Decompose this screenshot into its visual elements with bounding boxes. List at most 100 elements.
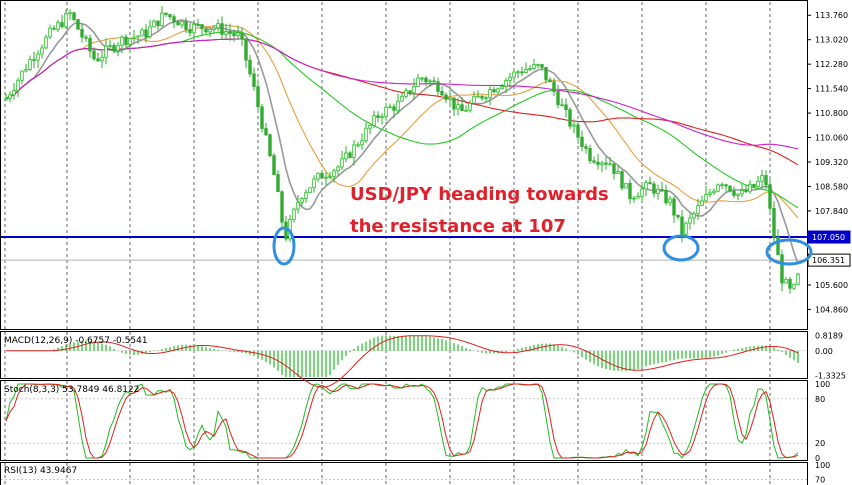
stoch-d-line xyxy=(5,383,799,459)
candle-body xyxy=(76,19,80,30)
rsi-panel-frame xyxy=(0,462,808,485)
candle-body xyxy=(412,86,416,94)
candle-body xyxy=(744,190,748,193)
candle-body xyxy=(408,90,412,94)
candle-body xyxy=(168,14,172,18)
candle-body xyxy=(528,68,532,70)
annotation-line-2: the resistance at 107 xyxy=(350,216,566,237)
macd-axis: 0.8189 0.00 -1.3325 xyxy=(815,332,846,381)
price-label-box xyxy=(807,230,851,244)
candle-body xyxy=(300,198,304,203)
candle-body xyxy=(732,190,736,196)
candle-body xyxy=(636,196,640,199)
candle-body xyxy=(748,183,752,193)
candle-body xyxy=(484,97,488,100)
candle-body xyxy=(100,56,104,62)
candle-body xyxy=(552,81,556,92)
candle-body xyxy=(52,27,56,30)
stoch-label: Stoch(8,3,3) 53.7849 46.8122 xyxy=(4,385,139,395)
candle-body xyxy=(516,71,520,74)
macd-tick-label: 0.00 xyxy=(815,347,833,356)
price-tick-label: 113.020 xyxy=(815,36,848,45)
candle-body xyxy=(440,91,444,96)
candle-body xyxy=(672,198,676,216)
candle-body xyxy=(476,95,480,98)
candle-body xyxy=(336,166,340,172)
candle-body xyxy=(556,91,560,106)
candle-body xyxy=(480,95,484,99)
candle-body xyxy=(700,200,704,207)
candle-body xyxy=(136,35,140,38)
candle-body xyxy=(96,58,100,62)
candle-body xyxy=(296,201,300,210)
candle-body xyxy=(304,192,308,199)
candle-body xyxy=(676,214,680,218)
candle-body xyxy=(132,36,136,39)
candle-body xyxy=(488,89,492,99)
macd-tick-label: -1.3325 xyxy=(815,372,846,381)
stoch-panel-frame xyxy=(0,380,808,461)
candle-body xyxy=(148,26,152,38)
candle-body xyxy=(420,77,424,80)
candle-body xyxy=(572,124,576,127)
candle-body xyxy=(600,162,604,165)
candle-body xyxy=(796,273,800,285)
candle-body xyxy=(532,64,536,69)
candle-body xyxy=(324,176,328,179)
candle-body xyxy=(144,29,148,38)
candle-body xyxy=(108,45,112,47)
candle-body xyxy=(616,171,620,174)
candle-body xyxy=(316,172,320,180)
candle-body xyxy=(712,190,716,194)
price-label-text: 106.351 xyxy=(812,256,845,265)
candles xyxy=(4,6,800,294)
candle-body xyxy=(792,283,796,289)
candle-body xyxy=(28,59,32,71)
macd-signal-line xyxy=(6,335,799,388)
support-touch-ellipse-2 xyxy=(662,234,700,262)
candle-body xyxy=(504,79,508,87)
support-touch-ellipse-3 xyxy=(765,238,813,266)
macd-tick-label: 0.8189 xyxy=(815,332,843,341)
candle-body xyxy=(332,170,336,177)
candle-body xyxy=(648,182,652,185)
candle-body xyxy=(228,31,232,34)
candle-body xyxy=(380,116,384,119)
candle-body xyxy=(512,71,516,78)
price-tick-label: 111.540 xyxy=(815,85,848,94)
candle-body xyxy=(652,183,656,194)
candle-body xyxy=(156,20,160,27)
stoch-tick-label: 100 xyxy=(815,380,830,389)
candle-body xyxy=(704,193,708,202)
candle-body xyxy=(152,20,156,28)
candle-body xyxy=(464,109,468,112)
price-labels: 107.050 106.351 xyxy=(807,230,851,267)
candle-body xyxy=(760,175,764,182)
candle-body xyxy=(592,160,596,163)
candle-body xyxy=(264,128,268,136)
candle-body xyxy=(284,221,288,240)
candle-body xyxy=(472,95,476,104)
candle-body xyxy=(628,182,632,200)
candle-body xyxy=(580,136,584,148)
candle-body xyxy=(740,190,744,195)
candle-body xyxy=(612,163,616,174)
candle-body xyxy=(220,23,224,35)
candle-body xyxy=(348,152,352,158)
price-tick-label: 105.600 xyxy=(815,281,848,290)
candle-body xyxy=(80,28,84,38)
candle-body xyxy=(184,21,188,30)
candle-body xyxy=(456,104,460,110)
candle-body xyxy=(372,115,376,126)
candle-body xyxy=(560,104,564,107)
candle-body xyxy=(72,12,76,20)
candle-body xyxy=(684,222,688,235)
candle-body xyxy=(216,23,220,29)
candle-body xyxy=(392,106,396,111)
candle-body xyxy=(188,29,192,34)
price-tick-label: 104.860 xyxy=(815,305,848,314)
candle-body xyxy=(384,106,388,117)
candle-body xyxy=(644,182,648,190)
candle-body xyxy=(492,89,496,93)
candle-body xyxy=(340,158,344,168)
